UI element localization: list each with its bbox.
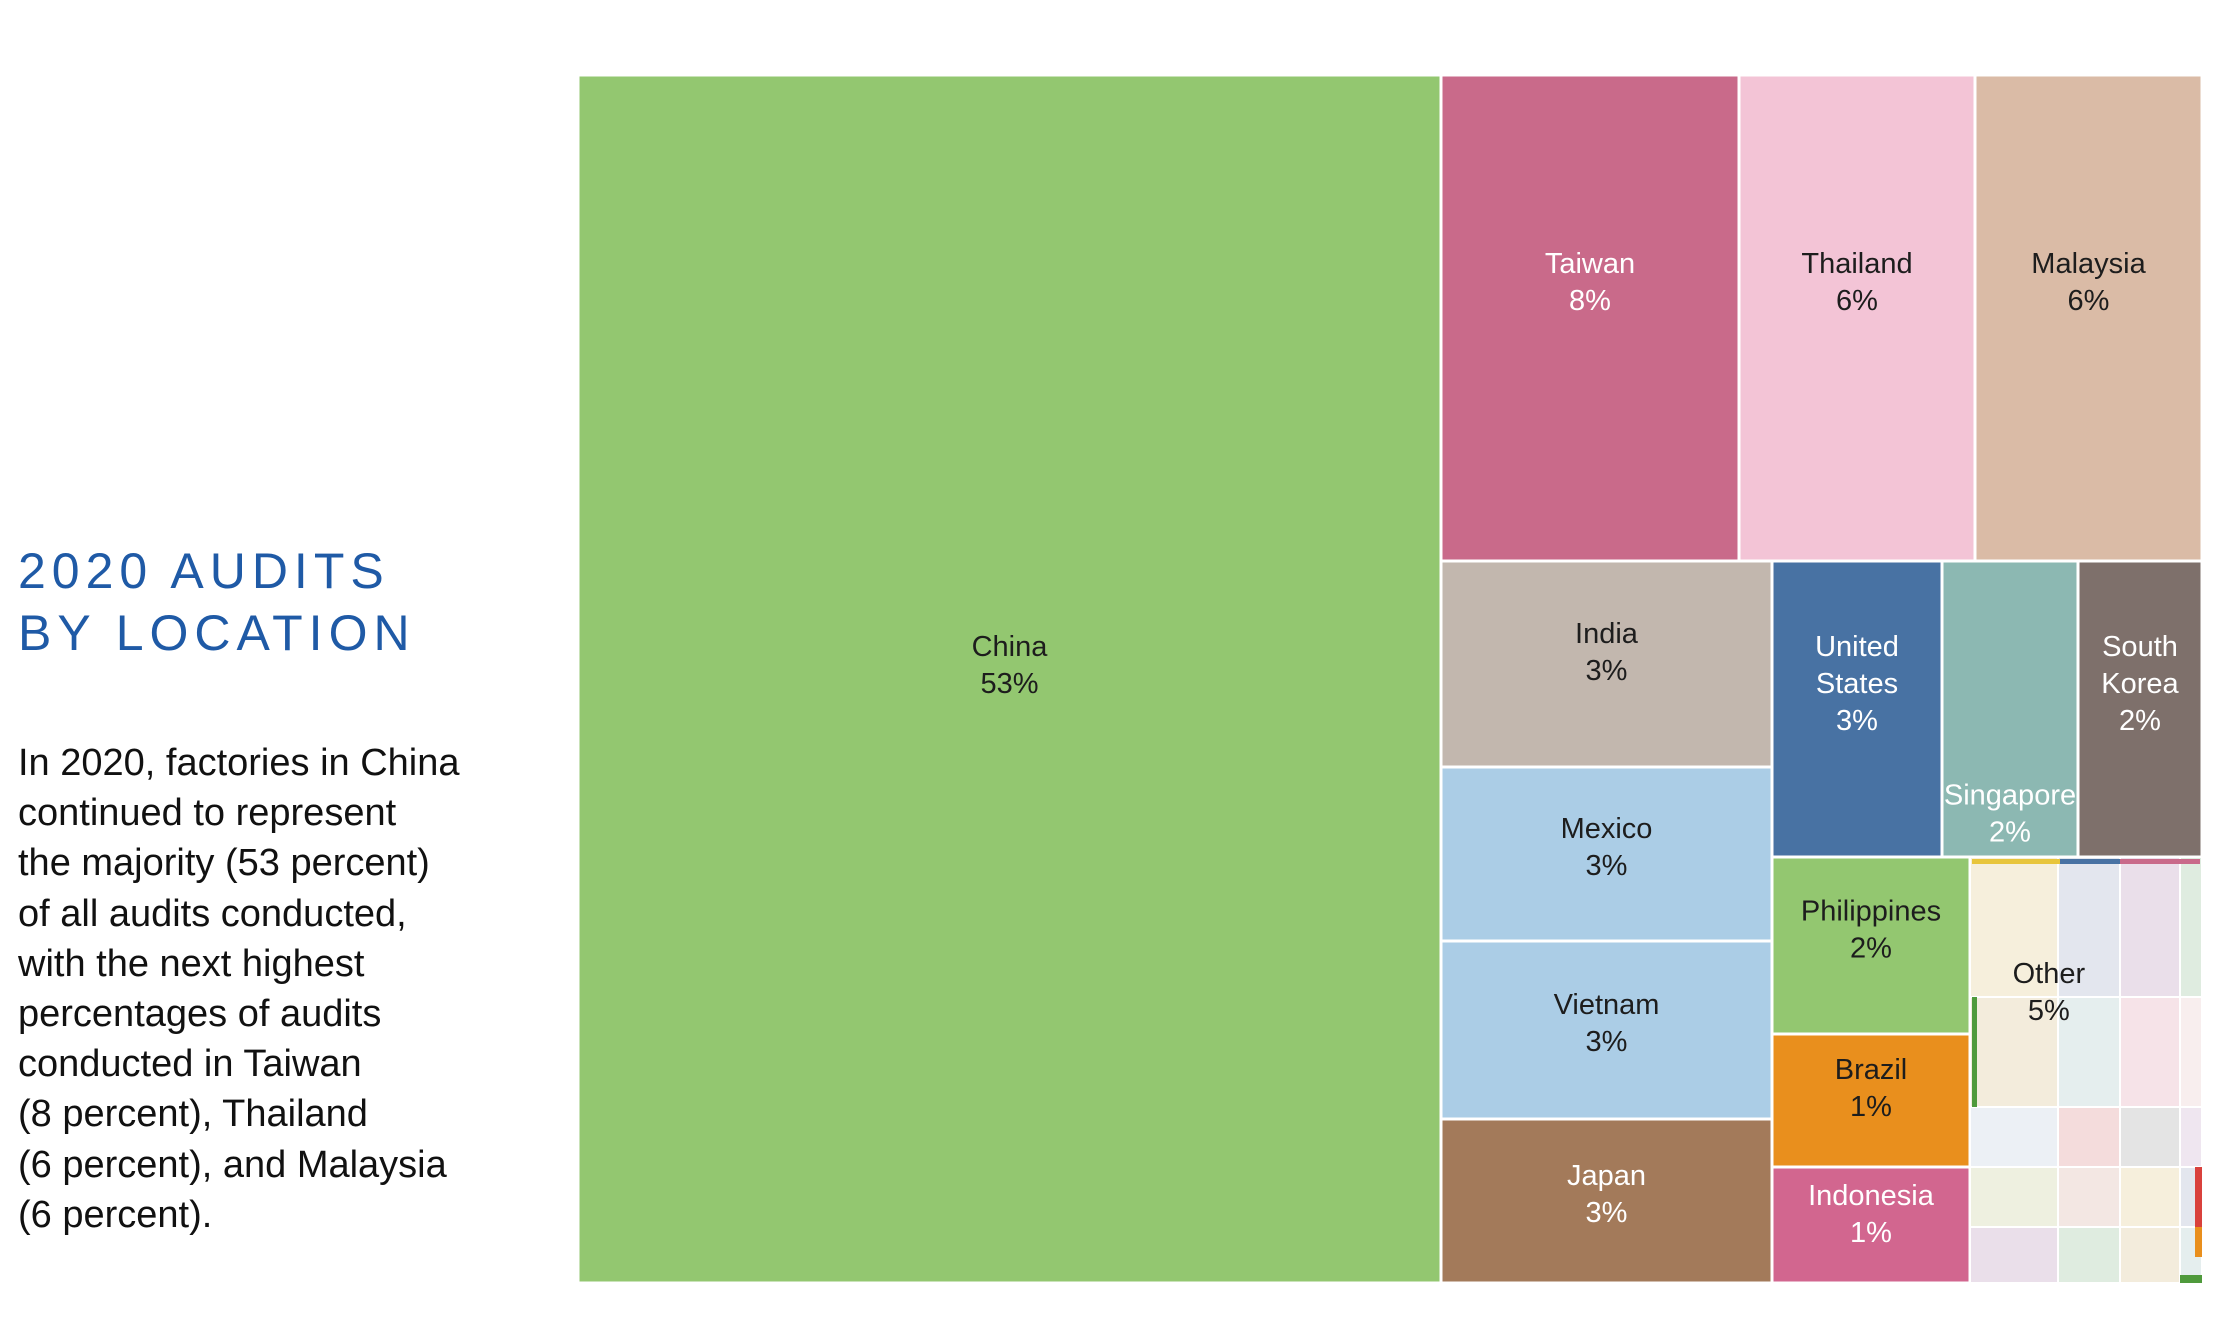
other-subtile bbox=[2119, 1106, 2181, 1168]
tile-name-label-south-korea: South bbox=[2102, 631, 2178, 663]
tile-name-label-south-korea: Korea bbox=[2101, 668, 2179, 700]
tile-brazil bbox=[1770, 1032, 1972, 1169]
tile-value-label-brazil: 1% bbox=[1850, 1091, 1892, 1123]
tile-taiwan bbox=[1439, 73, 1741, 563]
description-line: In 2020, factories in China bbox=[18, 742, 460, 784]
tile-value-label-vietnam: 3% bbox=[1586, 1026, 1628, 1058]
description-line: conducted in Taiwan bbox=[18, 1043, 362, 1086]
tile-value-label-japan: 3% bbox=[1586, 1197, 1628, 1229]
chart-heading: 2020 AUDITS BY LOCATION bbox=[18, 540, 416, 664]
description-line: (8 percent), Thailand bbox=[18, 1093, 368, 1136]
tile-malaysia bbox=[1973, 73, 2204, 563]
tile-china bbox=[576, 73, 1443, 1285]
tile-india bbox=[1439, 559, 1774, 769]
tile-value-label-singapore: 2% bbox=[1989, 817, 2031, 849]
other-subtile bbox=[1969, 996, 2059, 1108]
other-accent-edge bbox=[2060, 859, 2120, 864]
other-accent-edge bbox=[2120, 859, 2200, 864]
other-subtile bbox=[2179, 996, 2203, 1108]
tile-japan bbox=[1439, 1117, 1774, 1285]
tile-value-label-malaysia: 6% bbox=[2068, 285, 2110, 317]
tile-south-korea bbox=[2076, 559, 2204, 859]
tile-name-label-united-states: States bbox=[1816, 668, 1898, 700]
tile-indonesia bbox=[1770, 1165, 1972, 1285]
description-line: of all audits conducted, bbox=[18, 892, 407, 935]
other-subtile bbox=[2057, 1106, 2121, 1168]
description-line: with the next highest bbox=[18, 942, 365, 985]
tile-name-label-other: Other bbox=[2013, 958, 2086, 990]
tile-name-label-mexico: Mexico bbox=[1561, 813, 1653, 845]
other-subtile bbox=[2057, 1166, 2121, 1228]
tile-name-label-thailand: Thailand bbox=[1801, 248, 1912, 280]
heading-line-2: BY LOCATION bbox=[18, 605, 416, 661]
description-line: (6 percent). bbox=[18, 1193, 213, 1236]
other-accent-edge bbox=[2195, 1167, 2202, 1227]
other-subtile bbox=[2119, 856, 2181, 998]
tile-philippines bbox=[1770, 855, 1972, 1036]
heading-line-1: 2020 AUDITS bbox=[18, 543, 390, 599]
tile-value-label-south-korea: 2% bbox=[2119, 705, 2161, 737]
tile-value-label-indonesia: 1% bbox=[1850, 1217, 1892, 1249]
tile-value-label-china: 53% bbox=[980, 668, 1038, 700]
other-accent-edge bbox=[2195, 1227, 2202, 1257]
tile-name-label-india: India bbox=[1575, 618, 1639, 650]
other-subtile bbox=[2179, 856, 2203, 998]
tile-vietnam bbox=[1439, 939, 1774, 1121]
tile-value-label-india: 3% bbox=[1586, 655, 1628, 687]
other-subtile bbox=[1969, 856, 2059, 998]
tile-value-label-philippines: 2% bbox=[1850, 932, 1892, 964]
tile-name-label-taiwan: Taiwan bbox=[1545, 248, 1635, 280]
description-text: In 2020, factories in China continued to… bbox=[18, 738, 578, 1240]
tile-name-label-japan: Japan bbox=[1567, 1160, 1646, 1192]
tile-name-label-brazil: Brazil bbox=[1835, 1054, 1908, 1086]
description-line: the majority (53 percent) bbox=[18, 842, 430, 885]
tile-mexico bbox=[1439, 765, 1774, 943]
other-subtile bbox=[2119, 1226, 2181, 1284]
tile-value-label-other: 5% bbox=[2028, 995, 2070, 1027]
tile-value-label-taiwan: 8% bbox=[1569, 285, 1611, 317]
tile-value-label-thailand: 6% bbox=[1836, 285, 1878, 317]
description-line: (6 percent), and Malaysia bbox=[18, 1143, 447, 1186]
description-line: percentages of audits bbox=[18, 993, 382, 1036]
tile-thailand bbox=[1737, 73, 1977, 563]
other-subtile bbox=[1969, 1166, 2059, 1228]
tile-name-label-indonesia: Indonesia bbox=[1808, 1180, 1935, 1212]
other-subtile bbox=[1969, 1226, 2059, 1284]
other-accent-edge bbox=[2180, 1275, 2202, 1283]
other-accent-edge bbox=[1972, 859, 2060, 864]
tile-name-label-united-states: United bbox=[1815, 631, 1899, 663]
other-subtile bbox=[2119, 1166, 2181, 1228]
tile-name-label-china: China bbox=[972, 631, 1049, 663]
other-subtile bbox=[2119, 996, 2181, 1108]
tile-singapore bbox=[1940, 559, 2080, 859]
tile-value-label-mexico: 3% bbox=[1586, 850, 1628, 882]
tile-value-label-united-states: 3% bbox=[1836, 705, 1878, 737]
tile-name-label-malaysia: Malaysia bbox=[2031, 248, 2146, 280]
tile-name-label-vietnam: Vietnam bbox=[1554, 989, 1660, 1021]
tile-name-label-singapore: Singapore bbox=[1944, 780, 2076, 812]
other-subtile bbox=[2057, 1226, 2121, 1284]
other-subtile bbox=[1969, 1106, 2059, 1168]
other-subtile bbox=[2057, 996, 2121, 1108]
description-line: continued to represent bbox=[18, 792, 397, 835]
other-subtile bbox=[2179, 1106, 2203, 1168]
tile-name-label-philippines: Philippines bbox=[1801, 895, 1941, 927]
other-accent-edge bbox=[1972, 997, 1977, 1107]
tile-united-states bbox=[1770, 559, 1944, 859]
